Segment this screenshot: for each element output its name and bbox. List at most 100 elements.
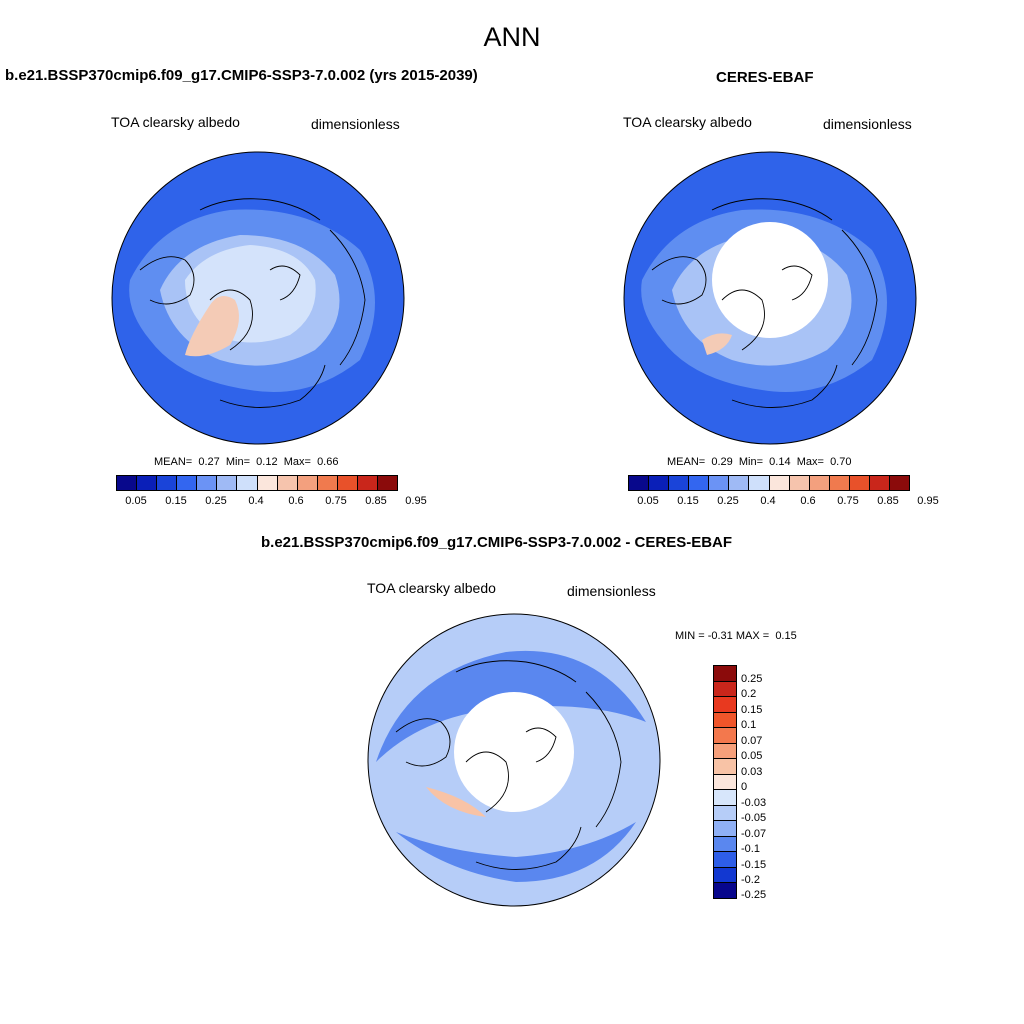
panel3-polar-map — [367, 613, 661, 907]
colorbar-swatch — [257, 476, 278, 490]
colorbar-swatch — [629, 476, 650, 490]
colorbar-swatch — [649, 476, 670, 490]
coastline — [475, 826, 582, 870]
greenland-high-albedo — [702, 333, 732, 355]
colorbar-swatch — [714, 666, 736, 682]
colorbar-swatch — [729, 476, 750, 490]
colorbar-tick-label: 0.25 — [741, 672, 763, 685]
coastline — [219, 364, 326, 408]
panel2-units: dimensionless — [823, 116, 912, 132]
coastline — [209, 289, 253, 351]
colorbar-tick-label: -0.05 — [741, 812, 767, 825]
colorbar-swatch — [849, 476, 870, 490]
colorbar-tick-label: 0.1 — [741, 719, 757, 732]
coastline — [455, 660, 577, 683]
coastline — [781, 265, 813, 301]
colorbar-swatch — [317, 476, 338, 490]
coastline — [395, 718, 451, 767]
panel2-header: CERES-EBAF — [716, 69, 814, 86]
panel3-units: dimensionless — [567, 583, 656, 599]
colorbar-swatch — [714, 759, 736, 775]
map-boundary — [367, 613, 661, 907]
colorbar-swatch — [337, 476, 358, 490]
colorbar-tick-label: -0.2 — [741, 873, 760, 886]
colorbar-swatch — [869, 476, 891, 490]
colorbar-tick-label: 0.4 — [248, 495, 264, 507]
colorbar-swatch — [117, 476, 138, 490]
colorbar-tick-label: 0 — [741, 781, 748, 794]
colorbar-swatch — [237, 476, 258, 490]
colorbar-tick-label: -0.03 — [741, 796, 767, 809]
panel3-max: 0.15 — [775, 630, 797, 642]
colorbar-swatch — [297, 476, 318, 490]
colorbar-swatch — [714, 867, 736, 884]
colorbar-swatch — [890, 476, 910, 490]
panel2-min: 0.14 — [769, 456, 791, 468]
colorbar-swatch — [714, 852, 736, 868]
coastline — [585, 691, 622, 828]
coastline — [721, 289, 765, 351]
colorbar-tick-label: 0.2 — [741, 688, 757, 701]
colorbar-swatch — [197, 476, 218, 490]
panel2-variable: TOA clearsky albedo — [623, 114, 752, 130]
colorbar-swatch — [378, 476, 398, 490]
colorbar-tick-label: 0.6 — [800, 495, 816, 507]
colorbar-swatch — [714, 743, 736, 760]
colorbar-swatch — [714, 790, 736, 806]
colorbar-swatch — [714, 821, 736, 837]
missing-data-polar-cap — [454, 692, 574, 812]
colorbar-swatch — [714, 712, 736, 729]
colorbar-swatch — [357, 476, 379, 490]
greenland-high-albedo — [185, 296, 239, 357]
coastline — [269, 265, 301, 301]
colorbar-swatch — [809, 476, 830, 490]
colorbar-tick-label: -0.25 — [741, 889, 767, 902]
colorbar-swatch — [709, 476, 730, 490]
colorbar-swatch — [749, 476, 770, 490]
panel1-mean: 0.27 — [198, 456, 220, 468]
colorbar-tick-label: 0.25 — [717, 495, 739, 507]
colorbar-swatch — [714, 774, 736, 791]
coastline — [731, 364, 838, 408]
colorbar-swatch — [137, 476, 158, 490]
colorbar-tick-label: 0.05 — [741, 750, 763, 763]
map-boundary — [111, 151, 405, 445]
panel3-header: b.e21.BSSP370cmip6.f09_g17.CMIP6-SSP3-7.… — [261, 534, 733, 551]
colorbar-swatch — [714, 697, 736, 713]
colorbar-tick-label: 0.85 — [877, 495, 899, 507]
colorbar-swatch — [769, 476, 790, 490]
panel1-stats: MEAN= 0.27 Min= 0.12 Max= 0.66 — [154, 456, 339, 468]
figure-title: ANN — [483, 22, 541, 52]
map-boundary — [623, 151, 917, 445]
colorbar-swatch — [177, 476, 198, 490]
panel3-colorbar — [713, 665, 737, 899]
colorbar-tick-label: 0.25 — [205, 495, 227, 507]
colorbar-tick-label: -0.1 — [741, 843, 760, 856]
colorbar-swatch — [789, 476, 810, 490]
colorbar-tick-label: -0.15 — [741, 858, 767, 871]
colorbar-swatch — [829, 476, 850, 490]
colorbar-swatch — [714, 681, 736, 698]
colorbar-tick-label: 0.6 — [288, 495, 304, 507]
colorbar-tick-label: 0.03 — [741, 765, 763, 778]
panel2-colorbar — [628, 475, 910, 491]
colorbar-tick-label: 0.95 — [405, 495, 427, 507]
coastline — [651, 256, 707, 305]
coastline — [139, 256, 195, 305]
colorbar-swatch — [669, 476, 690, 490]
panel2-polar-map — [623, 151, 917, 445]
colorbar-tick-label: 0.15 — [677, 495, 699, 507]
panel1-max: 0.66 — [317, 456, 339, 468]
colorbar-swatch — [157, 476, 178, 490]
coastline — [329, 229, 366, 366]
colorbar-swatch — [277, 476, 298, 490]
coastline — [465, 751, 509, 813]
panel1-header: b.e21.BSSP370cmip6.f09_g17.CMIP6-SSP3-7.… — [5, 67, 478, 84]
colorbar-tick-label: 0.15 — [165, 495, 187, 507]
missing-data-polar-cap — [712, 222, 828, 338]
panel3-variable: TOA clearsky albedo — [367, 580, 496, 596]
coastline — [199, 198, 321, 221]
coastline — [711, 198, 833, 221]
colorbar-tick-label: 0.15 — [741, 703, 763, 716]
panel1-min: 0.12 — [256, 456, 278, 468]
